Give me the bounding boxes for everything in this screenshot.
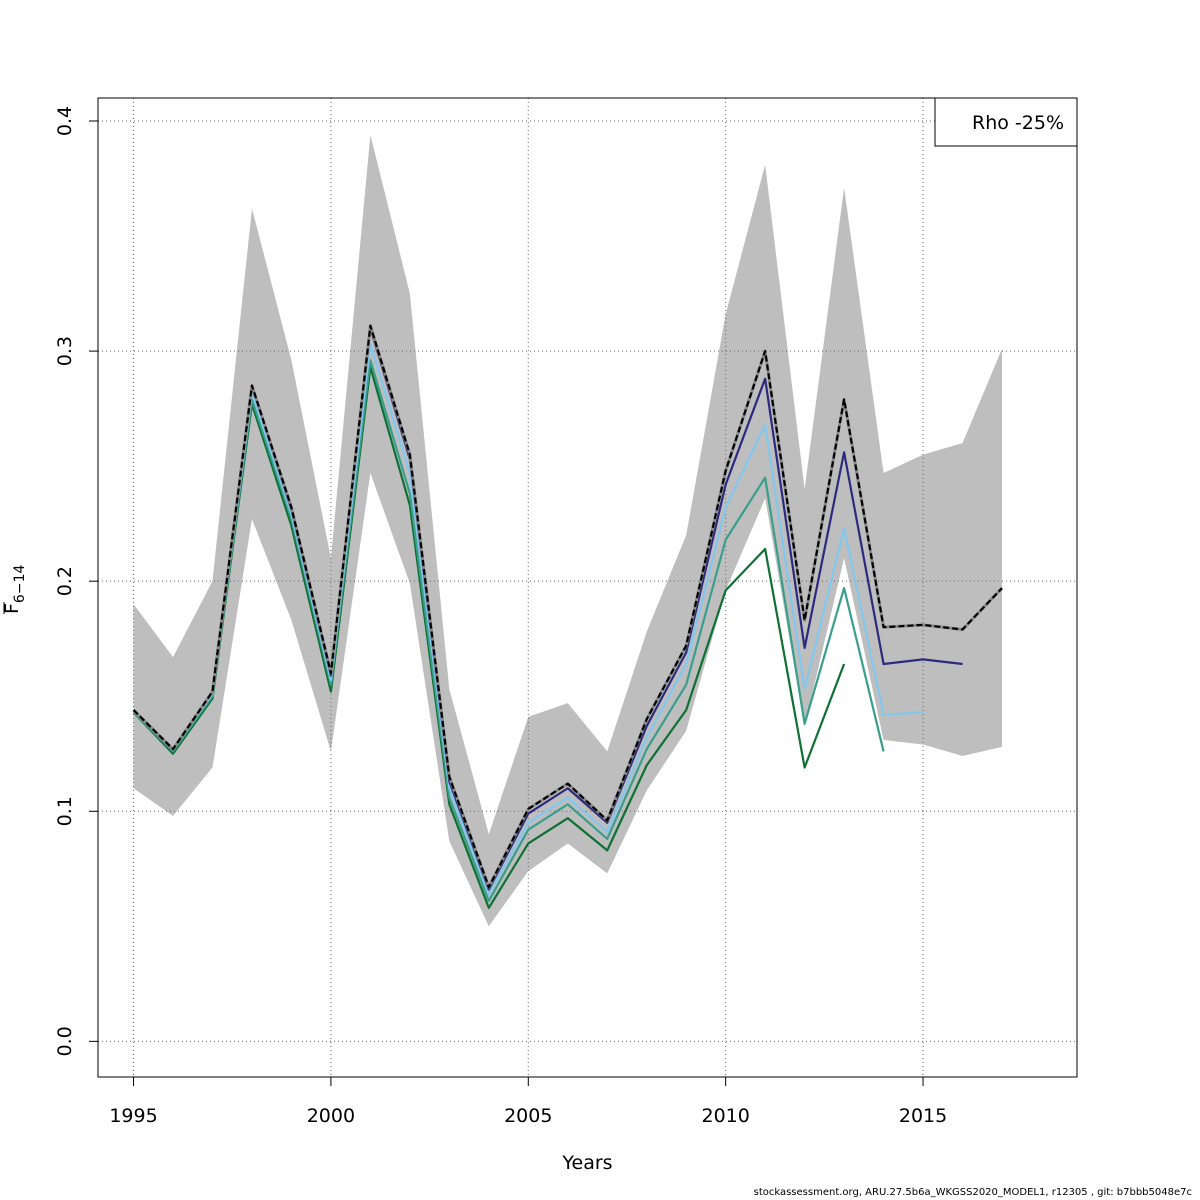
y-tick-label: 0.1 xyxy=(54,796,76,826)
series-line xyxy=(132,359,885,903)
series-layer xyxy=(132,324,1004,909)
confidence-band-layer xyxy=(133,134,1002,927)
plot-frame xyxy=(97,97,1078,1078)
x-tick-label: 2010 xyxy=(701,1105,749,1127)
x-axis-title: Years xyxy=(561,1152,612,1174)
y-axis-title-subscript: 6−14 xyxy=(12,565,28,604)
y-tick-label: 0.0 xyxy=(54,1026,76,1056)
y-tick-label: 0.4 xyxy=(54,106,76,136)
y-axis-title-main: F xyxy=(1,603,23,614)
x-tick-label: 2000 xyxy=(307,1105,355,1127)
legend: Rho -25% xyxy=(934,97,1078,147)
series-line xyxy=(132,343,924,896)
y-tick-label: 0.3 xyxy=(54,336,76,366)
series-line xyxy=(132,324,1003,889)
y-tick-label: 0.2 xyxy=(54,566,76,596)
legend-entry-label: Rho -25% xyxy=(972,112,1064,134)
confidence-band xyxy=(133,134,1002,927)
y-axis-title: F6−14 xyxy=(1,565,28,614)
legend-box xyxy=(934,97,1078,147)
x-tick-label: 1995 xyxy=(109,1105,157,1127)
y-axis-title-text: F6−14 xyxy=(1,565,28,614)
x-tick-label: 2005 xyxy=(504,1105,552,1127)
source-credit: stockassessment.org, ARU.27.5b6a_WKGSS20… xyxy=(753,1187,1192,1198)
x-tick-label: 2015 xyxy=(899,1105,947,1127)
axis-layer: 1995 2000 2005 2010 2015 0.0 0.1 0.2 0.3 0.4 xyxy=(54,106,947,1127)
